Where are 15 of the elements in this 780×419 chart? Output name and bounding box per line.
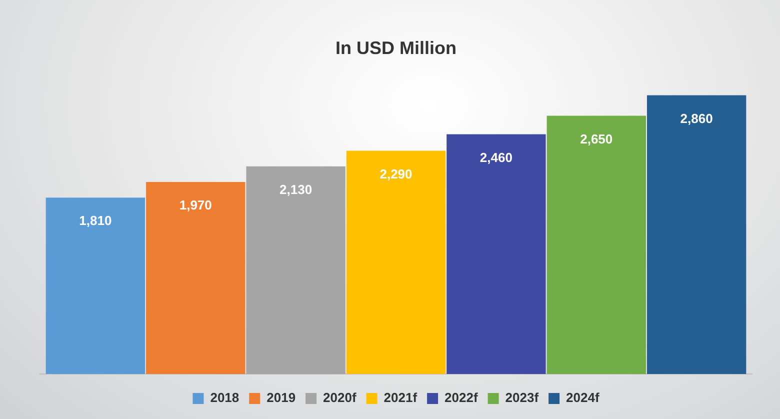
data-label: 2,290 <box>380 166 412 182</box>
data-label: 1,810 <box>79 213 112 228</box>
legend-label: 2018 <box>210 390 240 406</box>
legend-label: 2021f <box>384 390 418 406</box>
data-label: 2,130 <box>280 182 312 197</box>
legend-label: 2023f <box>505 390 540 406</box>
legend-label: 2019 <box>266 390 296 406</box>
chart-title: In USD Million <box>336 38 456 58</box>
data-label: 2,460 <box>480 150 512 165</box>
data-label: 1,970 <box>179 198 212 213</box>
legend-label: 2020f <box>323 390 357 406</box>
legend-label: 2022f <box>444 390 478 406</box>
data-label: 2,860 <box>680 110 713 126</box>
data-label: 2,650 <box>580 131 613 146</box>
legend-label: 2024f <box>566 390 600 406</box>
